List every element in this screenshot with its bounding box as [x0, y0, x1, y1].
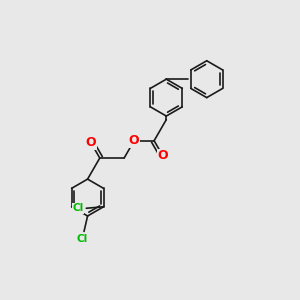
Text: Cl: Cl: [77, 234, 88, 244]
Text: Cl: Cl: [72, 203, 84, 213]
Text: O: O: [129, 134, 140, 147]
Text: O: O: [86, 136, 96, 149]
Text: O: O: [158, 149, 168, 162]
